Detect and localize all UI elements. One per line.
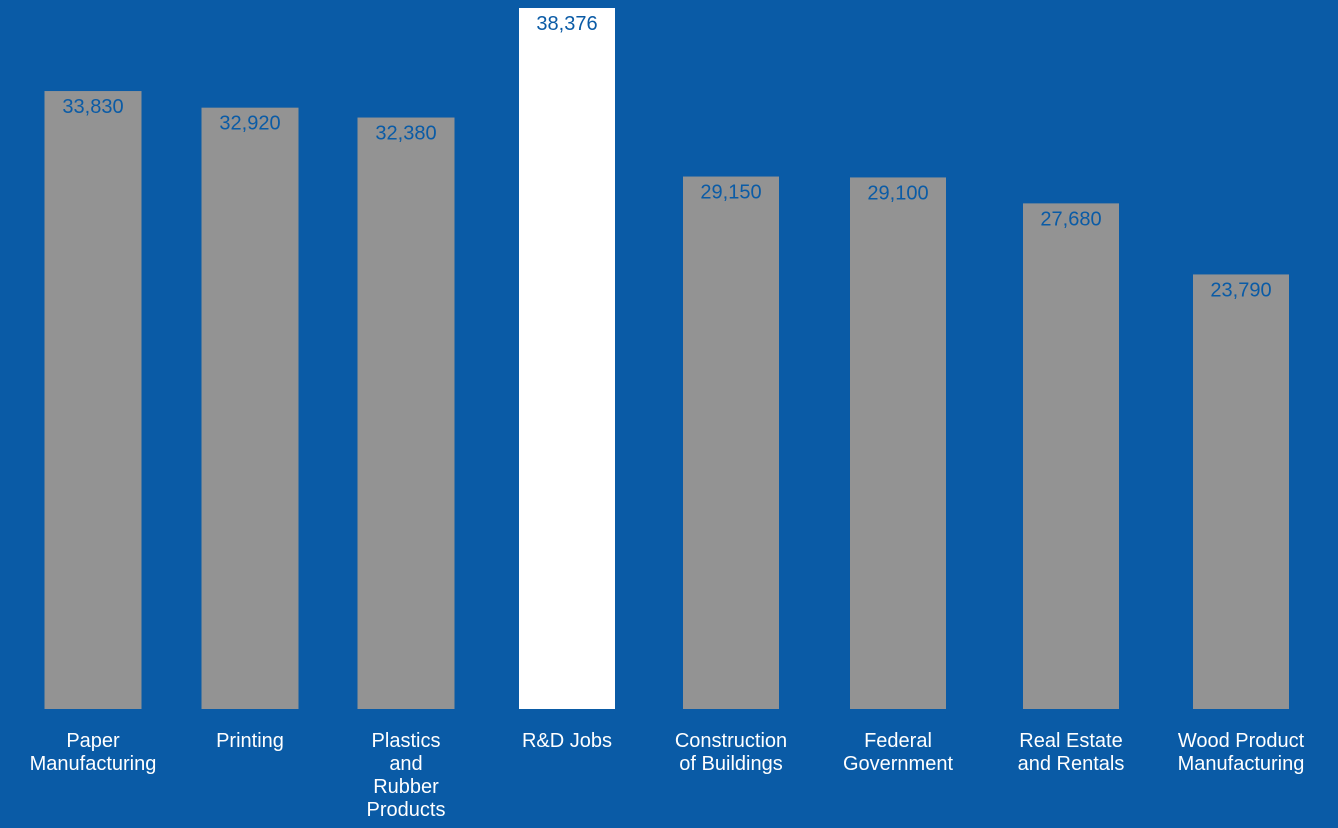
bar-3 [519, 8, 615, 709]
value-labels-layer: 33,830 32,920 32,380 38,376 29,150 29,100 27,6… [62, 13, 1271, 301]
category-label-line: Real Estate [1019, 730, 1122, 752]
bar-value-label-6: 27,680 [1040, 208, 1101, 230]
category-label-5: Federal Government [843, 730, 953, 775]
bars-layer [44, 8, 1289, 710]
bar-value-label-3: 38,376 [536, 13, 597, 35]
category-label-6: Real Estate and Rentals [1018, 730, 1125, 775]
bar-7 [1193, 274, 1289, 709]
bar-value-label-7: 23,790 [1210, 279, 1271, 301]
category-label-line: and [389, 753, 422, 775]
bar-value-label-2: 32,380 [375, 123, 436, 145]
category-label-line: Paper [66, 730, 120, 752]
bar-value-label-5: 29,100 [867, 182, 928, 204]
bar-0 [44, 91, 142, 709]
category-label-0: Paper Manufacturing [30, 730, 157, 775]
category-label-line: of Buildings [679, 753, 782, 775]
bar-value-label-1: 32,920 [219, 113, 280, 135]
category-label-2: Plastics and Rubber Products [367, 730, 446, 821]
category-label-line: Wood Product [1178, 730, 1305, 752]
category-label-line: Products [367, 799, 446, 821]
category-label-1: Printing [216, 730, 284, 752]
bar-value-label-4: 29,150 [700, 182, 761, 204]
bar-value-label-0: 33,830 [62, 96, 123, 118]
category-label-line: Plastics [372, 730, 441, 752]
category-label-line: Printing [216, 730, 284, 752]
category-label-line: and Rentals [1018, 753, 1125, 775]
bar-1 [201, 107, 299, 709]
bar-6 [1023, 203, 1119, 709]
category-label-4: Construction of Buildings [675, 730, 787, 775]
bar-5 [850, 177, 946, 709]
category-label-line: Construction [675, 730, 787, 752]
category-label-7: Wood Product Manufacturing [1178, 730, 1305, 775]
category-label-3: R&D Jobs [522, 730, 612, 752]
bar-4 [683, 176, 779, 709]
category-label-line: Manufacturing [30, 753, 157, 775]
category-label-line: Manufacturing [1178, 753, 1305, 775]
bar-2 [357, 117, 455, 710]
category-label-line: Federal [864, 730, 932, 752]
category-label-line: Government [843, 753, 953, 775]
category-label-line: R&D Jobs [522, 730, 612, 752]
category-label-line: Rubber [373, 776, 439, 798]
